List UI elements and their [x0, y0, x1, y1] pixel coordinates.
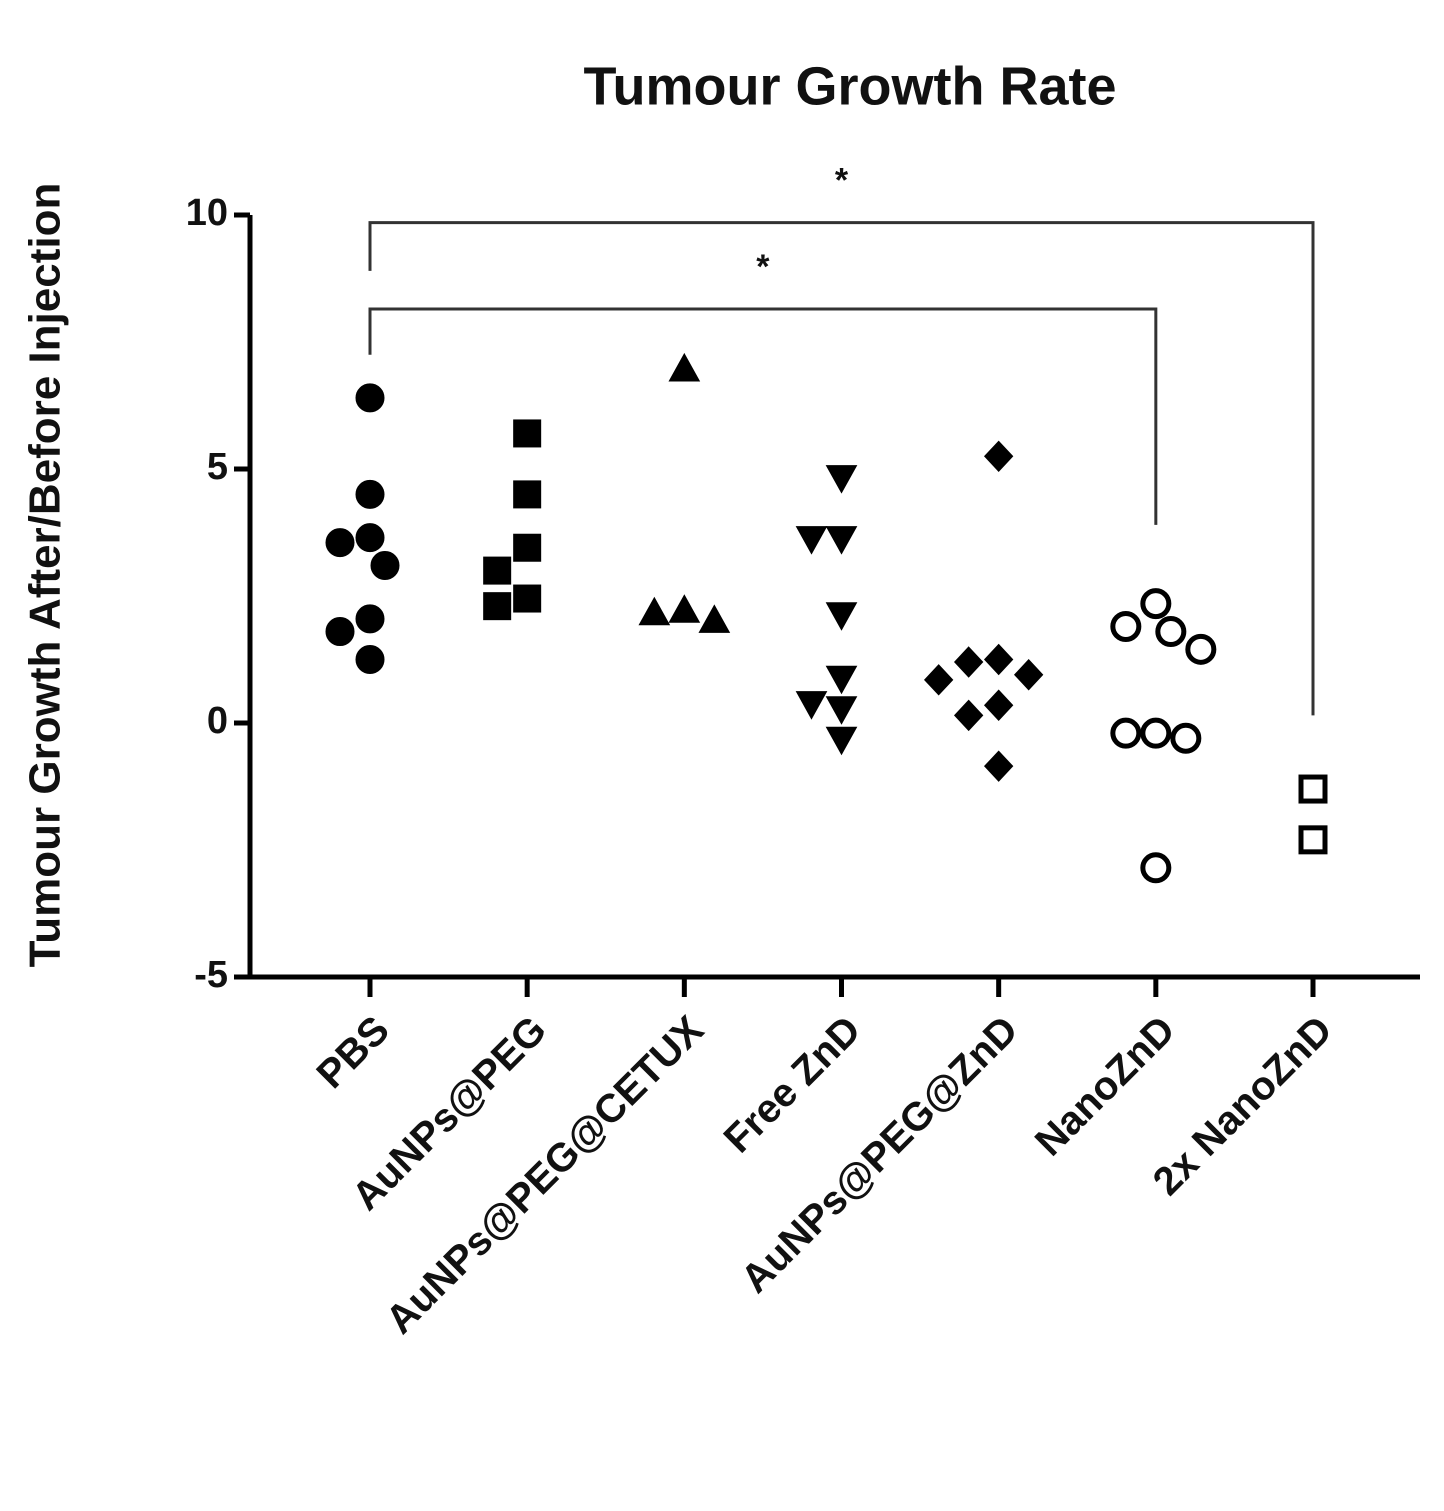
data-point [825, 665, 858, 695]
data-point [983, 750, 1014, 782]
data-point [325, 617, 355, 647]
data-point [825, 526, 858, 555]
data-point [1140, 852, 1172, 884]
data-point [1170, 722, 1202, 754]
data-point [355, 523, 385, 553]
data-point [795, 526, 828, 555]
data-point [513, 584, 542, 613]
x-tick-label: NanoZnD [1027, 1008, 1184, 1165]
data-point [513, 480, 542, 509]
data-point [825, 696, 858, 725]
x-tick-label: AuNPs@PEG@ZnD [733, 1008, 1027, 1302]
data-point [668, 594, 701, 623]
data-point [698, 604, 731, 633]
data-point [325, 528, 355, 558]
y-tick-label: 0 [207, 700, 228, 742]
data-point [825, 602, 858, 631]
data-point [1013, 659, 1044, 691]
y-tick-label: -5 [194, 954, 228, 996]
data-point [983, 643, 1014, 676]
chart-title: Tumour Growth Rate [584, 56, 1117, 116]
data-point [1110, 610, 1142, 642]
data-point [355, 479, 385, 509]
significance-label: * [835, 162, 849, 200]
data-point [1298, 774, 1328, 804]
y-axis-label: Tumour Growth After/Before Injection [21, 183, 70, 968]
significance-bracket [368, 307, 1158, 525]
significance-label: * [756, 248, 770, 286]
data-point [1298, 825, 1328, 855]
data-point [953, 699, 984, 732]
x-tick-label: PBS [309, 1008, 398, 1097]
significance-bracket [368, 221, 1315, 716]
data-point [483, 556, 512, 585]
data-point [668, 352, 701, 382]
data-point [1140, 717, 1172, 749]
data-point [355, 383, 385, 413]
data-point [355, 645, 385, 674]
data-point [513, 419, 542, 448]
y-tick-label: 10 [186, 192, 228, 234]
data-point [825, 465, 858, 494]
data-point [370, 551, 400, 581]
data-point [1185, 633, 1217, 665]
data-point [983, 689, 1014, 721]
data-point [923, 664, 954, 696]
data-point [983, 440, 1014, 473]
data-point [355, 604, 385, 634]
data-point [1155, 616, 1187, 648]
x-tick-label: Free ZnD [716, 1008, 870, 1162]
x-tick-label: AuNPs@PEG@CETUX [378, 1007, 713, 1342]
y-tick-label: 5 [207, 446, 228, 488]
data-point [638, 596, 671, 626]
data-point [1140, 588, 1172, 620]
data-point [483, 592, 512, 621]
data-point [513, 533, 542, 562]
data-point [795, 691, 828, 720]
data-point [953, 646, 984, 678]
data-point [825, 726, 858, 756]
data-point [1110, 717, 1142, 749]
